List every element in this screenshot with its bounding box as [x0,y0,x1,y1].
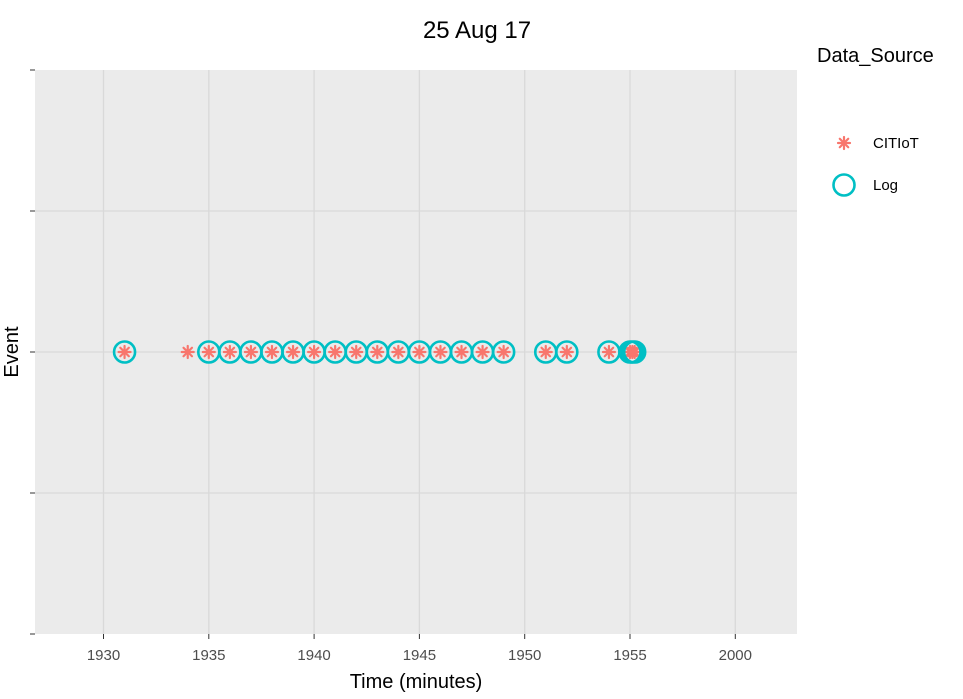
point-log [555,340,579,364]
point-citiot [222,344,237,360]
point-citiot [349,344,364,360]
point-citiot [391,344,406,360]
point-citiot [285,344,301,360]
x-axis-title: Time (minutes) [350,671,483,693]
legend-title: Data_Source [817,45,934,67]
point-citiot [180,344,195,360]
legend-label-log: Log [873,177,898,194]
point-citiot [559,344,574,360]
point-citiot [307,344,322,360]
x-tick-label: 2000 [719,647,752,664]
point-log [622,340,647,364]
point-citiot [538,344,553,360]
point-citiot [201,344,216,360]
x-tick-label: 1950 [508,647,541,664]
point-citiot [627,344,642,360]
legend-marker-citiot [836,135,852,151]
point-citiot [496,344,511,360]
axis-ticks [30,69,736,639]
legend: Data_Source CITIoT Log [817,45,934,197]
legend-key-log [832,173,856,197]
x-tick-label: 1945 [403,647,436,664]
x-tick-labels: 1930 1935 1940 1945 1950 1955 2000 [87,647,752,664]
x-tick-label: 1955 [613,647,646,664]
y-axis-title: Event [1,326,23,378]
point-citiot [117,344,132,360]
legend-key-citiot [836,135,852,151]
point-citiot [328,344,343,360]
x-tick-label: 1940 [297,647,330,664]
point-citiot [412,344,427,360]
point-log [491,340,516,364]
chart-title: 25 Aug 17 [423,17,531,44]
point-citiot [370,344,385,360]
point-citiot [475,344,490,360]
point-citiot [454,344,469,360]
point-citiot [243,344,259,360]
point-citiot [601,344,617,360]
x-tick-label: 1930 [87,647,120,664]
point-citiot [264,344,280,360]
x-tick-label: 1935 [192,647,225,664]
point-log [112,340,137,364]
legend-marker-log [832,173,856,197]
data-points [112,340,647,364]
legend-label-citiot: CITIoT [873,135,919,152]
point-citiot [433,344,448,360]
